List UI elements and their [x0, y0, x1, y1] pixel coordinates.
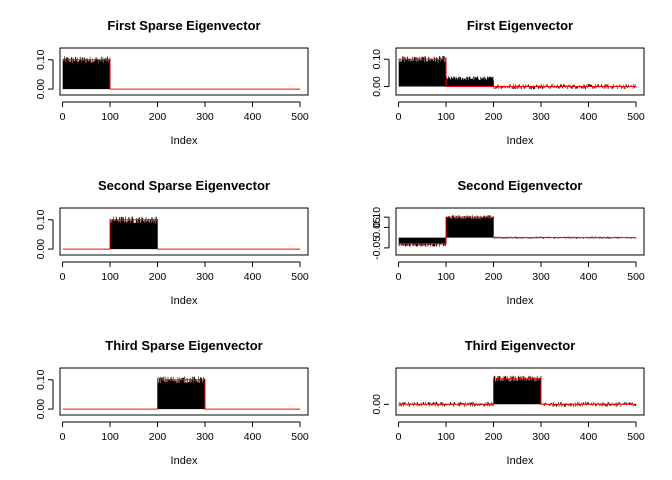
x-tick-label: 200: [149, 431, 167, 443]
eigenvector-spikes: [62, 56, 111, 90]
x-tick-label: 200: [485, 111, 503, 123]
y-tick-label: 0.00: [371, 76, 383, 97]
x-axis-label: Index: [507, 135, 534, 147]
y-tick-label: 0.10: [35, 49, 47, 70]
y-tick-label: -0.05: [371, 236, 383, 260]
chart-panel-3: Second Sparse Eigenvector 0 100 200 300 400 50…: [35, 178, 309, 307]
true-signal-line: [63, 219, 300, 250]
y-tick-label: 0.10: [371, 207, 383, 228]
y-tick-label: 0.10: [371, 49, 383, 70]
chart-title: First Sparse Eigenvector: [107, 18, 260, 33]
y-tick-label: 0.05: [371, 217, 383, 238]
plot-frame: [395, 367, 645, 416]
plot-frame: [59, 47, 309, 96]
y-tick-label: 0.00: [35, 239, 47, 260]
x-axis-label: Index: [171, 455, 198, 467]
x-tick-label: 200: [485, 431, 503, 443]
chart-panel-4: Second Eigenvector 0 100 200 300 400 500 Index -…: [371, 178, 645, 307]
x-tick-label: 0: [60, 431, 66, 443]
x-tick-label: 400: [244, 431, 262, 443]
x-tick-label: 300: [196, 111, 214, 123]
true-signal-line: [399, 216, 636, 245]
true-signal-line: [63, 379, 300, 410]
x-tick-label: 300: [196, 271, 214, 283]
x-tick-label: 400: [580, 271, 598, 283]
eigenvector-spikes: [398, 375, 637, 407]
x-tick-label: 200: [149, 111, 167, 123]
x-tick-label: 300: [532, 111, 550, 123]
y-tick-label: 0.00: [371, 394, 383, 415]
x-tick-label: 500: [627, 431, 645, 443]
x-tick-label: 400: [244, 111, 262, 123]
x-tick-label: 400: [580, 111, 598, 123]
x-tick-label: 500: [291, 431, 309, 443]
y-tick-label: 0.00: [35, 79, 47, 100]
y-tick-label: 0.10: [35, 369, 47, 390]
x-tick-label: 100: [101, 431, 119, 443]
x-axis-label: Index: [507, 295, 534, 307]
chart-panel-2: First Eigenvector 0 100 200 300 400 500 Index 0.…: [371, 18, 645, 147]
eigenvector-spikes: [398, 55, 637, 90]
chart-panel-6: Third Eigenvector 0 100 200 300 400 500 Index 0.…: [371, 338, 645, 467]
eigenvector-spikes: [110, 216, 158, 250]
x-tick-label: 0: [396, 111, 402, 123]
x-tick-label: 500: [291, 111, 309, 123]
x-tick-label: 400: [580, 431, 598, 443]
x-tick-label: 100: [437, 271, 455, 283]
y-tick-label: 0.10: [35, 209, 47, 230]
plot-frame: [395, 47, 645, 96]
chart-title: Second Sparse Eigenvector: [98, 178, 270, 193]
x-axis-label: Index: [171, 295, 198, 307]
chart-title: Third Sparse Eigenvector: [105, 338, 263, 353]
plot-frame: [395, 207, 645, 256]
x-tick-label: 100: [437, 431, 455, 443]
eigenvector-spikes: [157, 376, 206, 410]
x-tick-label: 100: [101, 271, 119, 283]
chart-title: Second Eigenvector: [458, 178, 583, 193]
x-tick-label: 500: [627, 111, 645, 123]
plot-frame: [59, 367, 309, 416]
x-axis-label: Index: [171, 135, 198, 147]
x-tick-label: 300: [196, 431, 214, 443]
true-signal-line: [399, 58, 636, 88]
true-signal-line: [399, 378, 636, 405]
y-tick-label: 0.00: [35, 399, 47, 420]
x-tick-label: 100: [101, 111, 119, 123]
x-tick-label: 100: [437, 111, 455, 123]
x-tick-label: 0: [60, 111, 66, 123]
x-tick-label: 0: [396, 431, 402, 443]
x-tick-label: 400: [244, 271, 262, 283]
x-tick-label: 200: [485, 271, 503, 283]
chart-panel-5: Third Sparse Eigenvector 0 100 200 300 400 500…: [35, 338, 309, 467]
x-tick-label: 200: [149, 271, 167, 283]
chart-title: First Eigenvector: [467, 18, 573, 33]
x-tick-label: 0: [396, 271, 402, 283]
x-tick-label: 300: [532, 431, 550, 443]
chart-title: Third Eigenvector: [465, 338, 576, 353]
x-tick-label: 500: [627, 271, 645, 283]
x-tick-label: 0: [60, 271, 66, 283]
plot-frame: [59, 207, 309, 256]
eigenvector-spikes: [398, 215, 637, 247]
x-axis-label: Index: [507, 455, 534, 467]
x-tick-label: 300: [532, 271, 550, 283]
chart-panel-1: First Sparse Eigenvector 0 100 200 300 400 500…: [35, 18, 309, 147]
true-signal-line: [63, 59, 300, 90]
x-tick-label: 500: [291, 271, 309, 283]
